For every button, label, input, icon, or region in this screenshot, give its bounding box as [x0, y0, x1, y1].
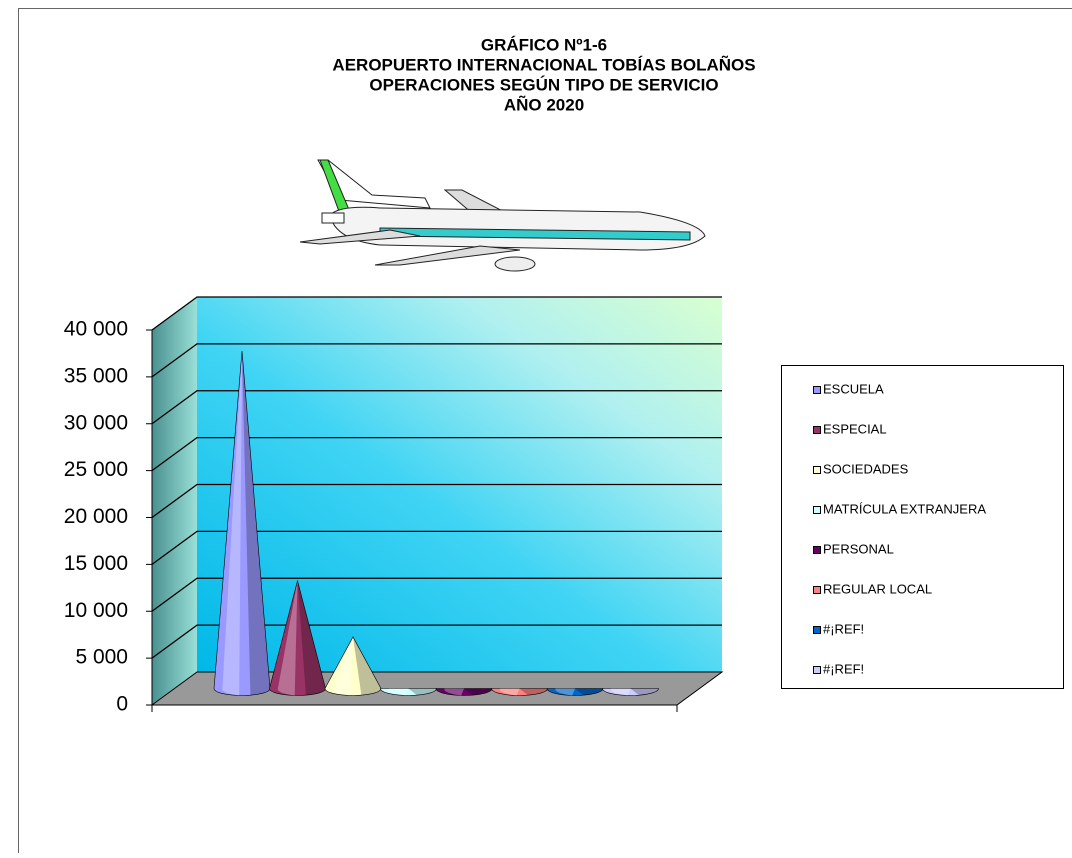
y-tick-label: 15 000 [64, 552, 128, 575]
y-tick-label: 10 000 [64, 599, 128, 622]
legend-swatch [814, 667, 821, 674]
legend-label: #¡REF! [823, 661, 864, 676]
legend-swatch [814, 387, 821, 394]
legend-swatch [814, 507, 821, 514]
legend-label: #¡REF! [823, 621, 864, 636]
legend-swatch [814, 587, 821, 594]
legend-swatch [814, 627, 821, 634]
y-tick-label: 25 000 [64, 458, 128, 481]
y-tick-label: 20 000 [64, 505, 128, 528]
y-tick-label: 35 000 [64, 364, 128, 387]
title-line: GRÁFICO Nº1-6 [481, 35, 607, 54]
title-line: AÑO 2020 [504, 94, 584, 114]
legend-label: MATRÍCULA EXTRANJERA [823, 501, 986, 516]
legend-label: SOCIEDADES [823, 461, 909, 476]
legend-swatch [814, 467, 821, 474]
y-tick-label: 5 000 [75, 646, 128, 669]
legend-swatch [814, 547, 821, 554]
y-tick-label: 30 000 [64, 411, 128, 434]
y-tick-label: 0 [116, 693, 128, 716]
legend-swatch [814, 427, 821, 434]
title-line: OPERACIONES SEGÚN TIPO DE SERVICIO [369, 75, 718, 94]
legend-label: ESPECIAL [823, 421, 887, 436]
y-tick-label: 40 000 [64, 318, 128, 341]
legend [782, 366, 1064, 689]
legend-label: ESCUELA [823, 381, 884, 396]
legend-label: PERSONAL [823, 541, 894, 556]
title-line: AEROPUERTO INTERNACIONAL TOBÍAS BOLAÑOS [332, 54, 755, 74]
legend-label: REGULAR LOCAL [823, 581, 932, 596]
